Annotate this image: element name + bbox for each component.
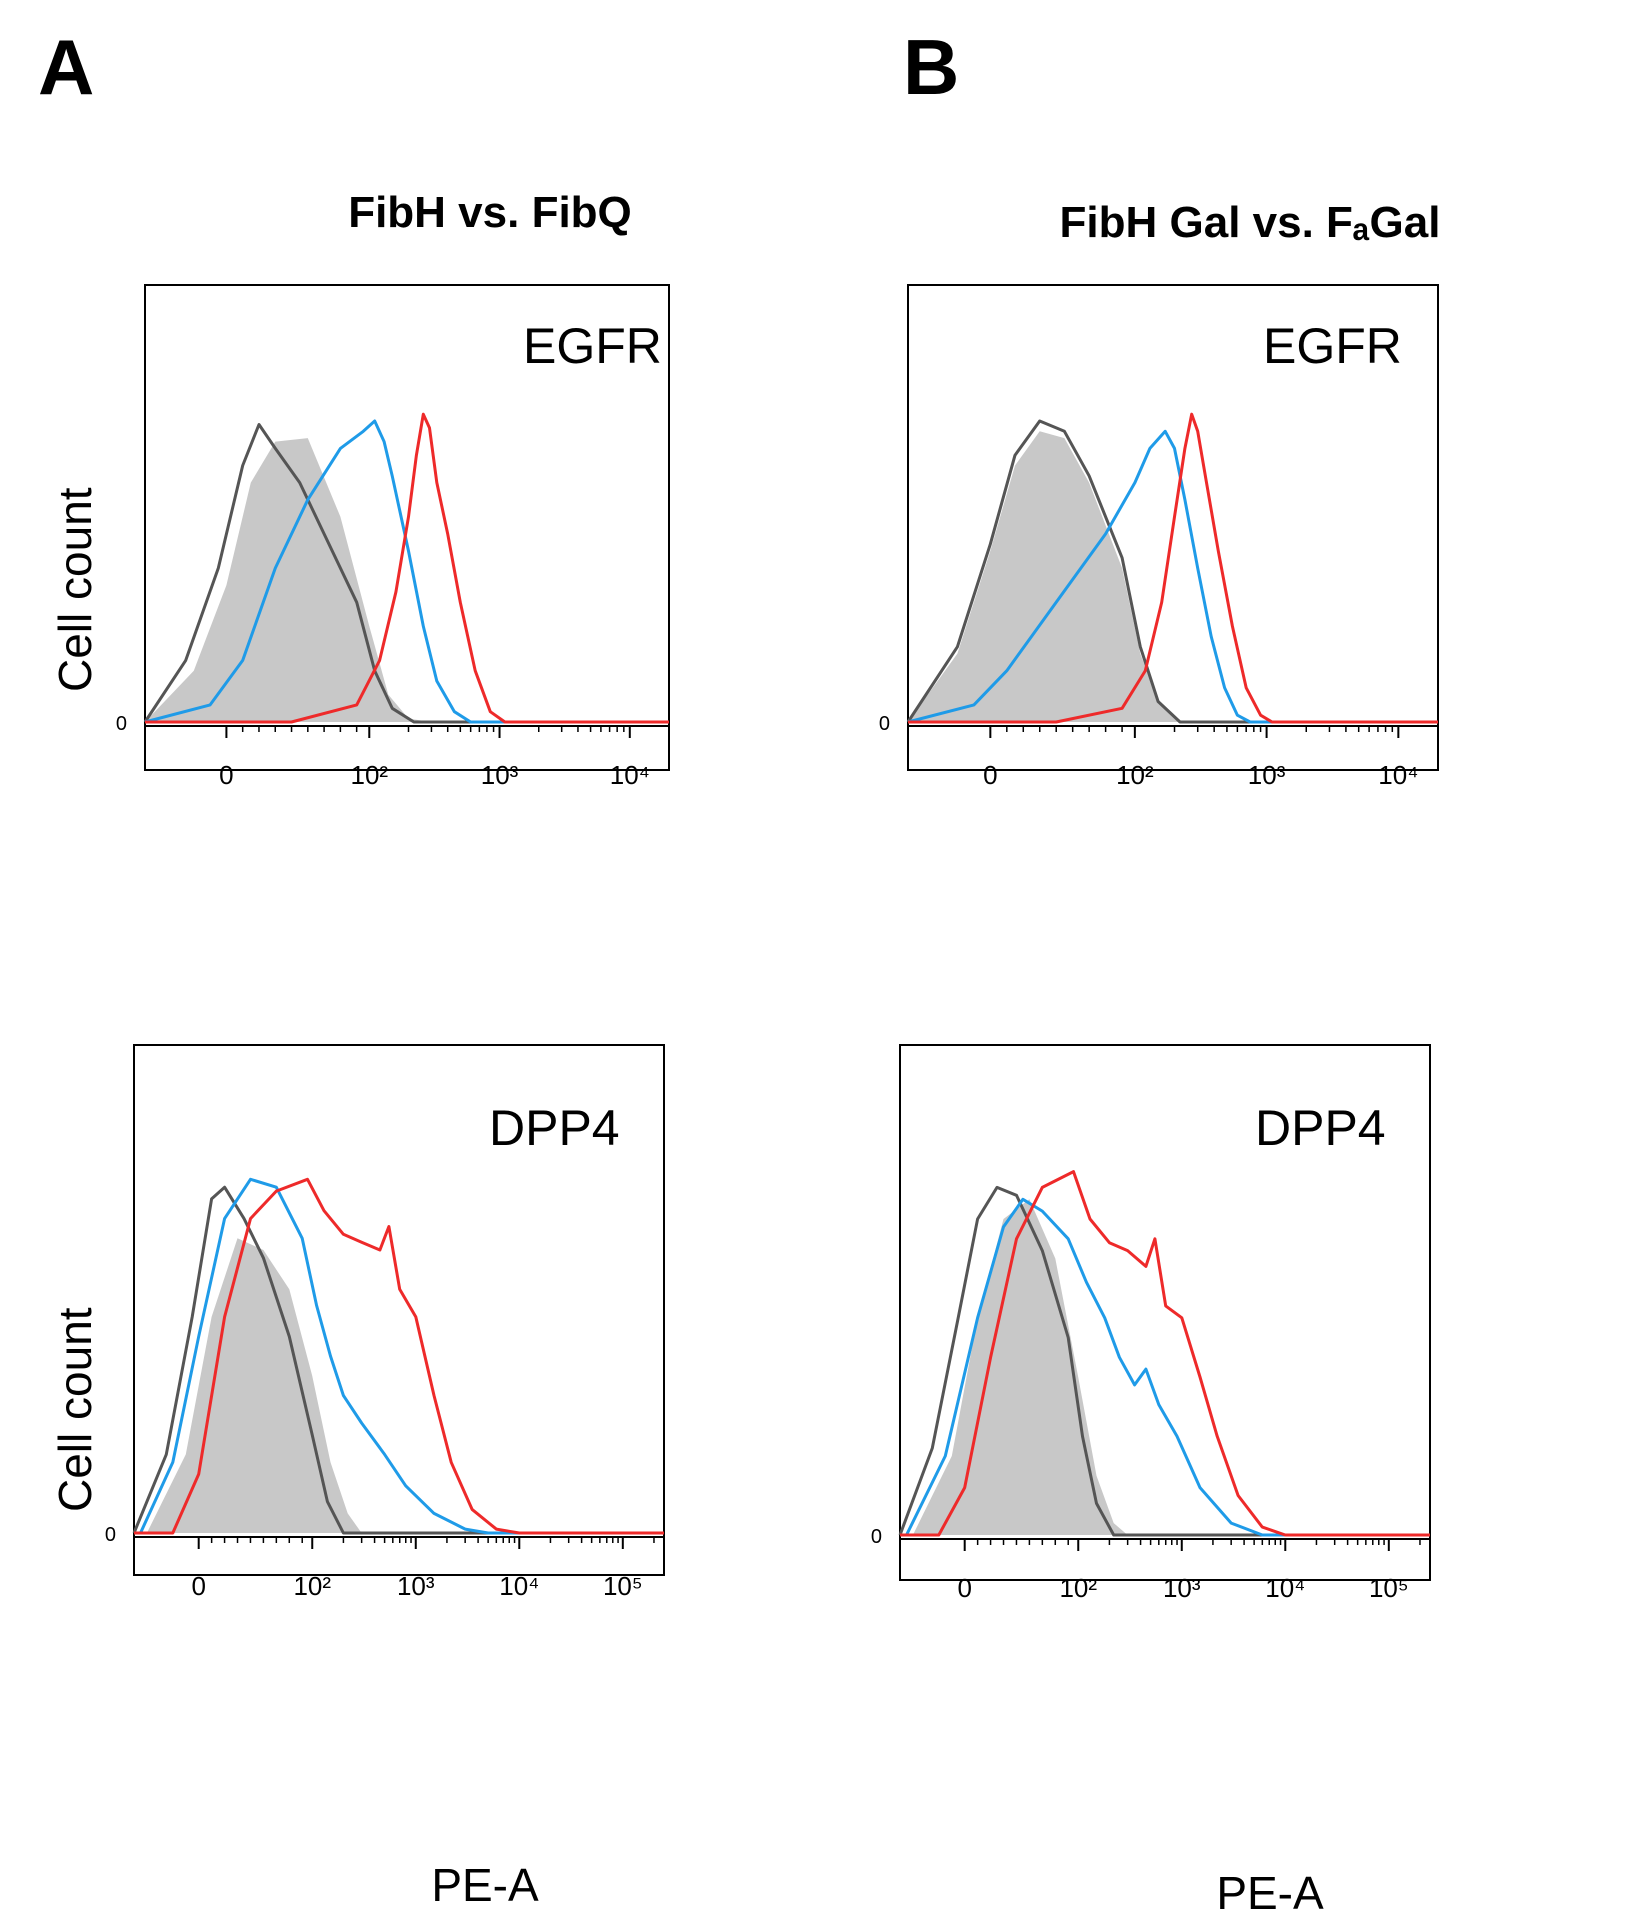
plot-frame [907,284,1439,771]
y-tick-label: 0 [105,1524,116,1546]
x-tick-label: 10³ [1163,1573,1201,1603]
x-axis-label-a: PE-A [431,1859,539,1911]
x-axis-label-b: PE-A [1216,1867,1324,1919]
column-title-b: FibH Gal vs. FₐGal [1059,198,1441,247]
y-tick-label: 0 [879,713,890,735]
histogram-line-red [145,412,669,724]
histogram-line-isotype [132,1185,664,1535]
histogram-line-red [134,1177,664,1535]
y-axis-label-top: Cell count [49,487,101,692]
histogram-control-fill [145,438,432,722]
x-tick-label: 0 [957,1573,971,1603]
histogram-chart: 0 10² 10³ 10⁴ 0 EGFR [116,284,670,790]
x-tick-label: 10² [1116,760,1154,790]
histogram-line-blue [900,1197,1430,1537]
histogram-line-blue [144,419,669,724]
x-tick-label: 10⁵ [603,1571,643,1601]
histogram-control-fill [908,431,1180,722]
histogram-line-isotype [898,1185,1430,1537]
x-tick-label: 10⁵ [1369,1573,1409,1603]
marker-label: EGFR [523,318,662,374]
plot-frame [899,1044,1431,1581]
x-tick-label: 10⁴ [1265,1573,1305,1603]
marker-label: DPP4 [1255,1100,1386,1156]
x-tick-label: 10⁴ [499,1571,539,1601]
histogram-chart: 0 10² 10³ 10⁴ 0 EGFR [879,284,1439,790]
y-axis-label-bottom: Cell count [49,1307,101,1512]
marker-label: DPP4 [489,1100,620,1156]
x-tick-label: 10⁴ [1378,760,1418,790]
x-tick-label: 0 [219,760,233,790]
x-tick-label: 10² [293,1571,331,1601]
plot-frame [133,1044,665,1576]
plot-frame [144,284,670,771]
histogram-line-blue [134,1177,664,1535]
histogram-chart: 0 10² 10³ 10⁴ 10⁵ 0 DPP4 [871,1044,1431,1603]
histogram-line-red [900,1170,1430,1537]
histogram-line-red [908,412,1438,724]
x-tick-label: 10³ [397,1571,435,1601]
x-tick-label: 10² [1059,1573,1097,1603]
x-tick-label: 10³ [1248,760,1286,790]
histogram-line-blue [907,429,1438,724]
marker-label: EGFR [1263,318,1402,374]
histogram-line-isotype [906,419,1438,724]
x-tick-label: 10² [350,760,388,790]
x-tick-label: 10³ [481,760,519,790]
y-tick-label: 0 [116,713,127,735]
column-title-a: FibH vs. FibQ [348,188,632,237]
x-tick-label: 0 [983,760,997,790]
x-tick-label: 10⁴ [610,760,650,790]
x-tick-label: 0 [191,1571,205,1601]
histogram-chart: 0 10² 10³ 10⁴ 10⁵ 0 DPP4 [105,1044,665,1601]
y-tick-label: 0 [871,1526,882,1548]
histogram-control-fill [912,1199,1128,1535]
histogram-line-isotype [143,423,669,724]
panel-letter-a: A [38,23,95,111]
panel-letter-b: B [903,23,960,111]
